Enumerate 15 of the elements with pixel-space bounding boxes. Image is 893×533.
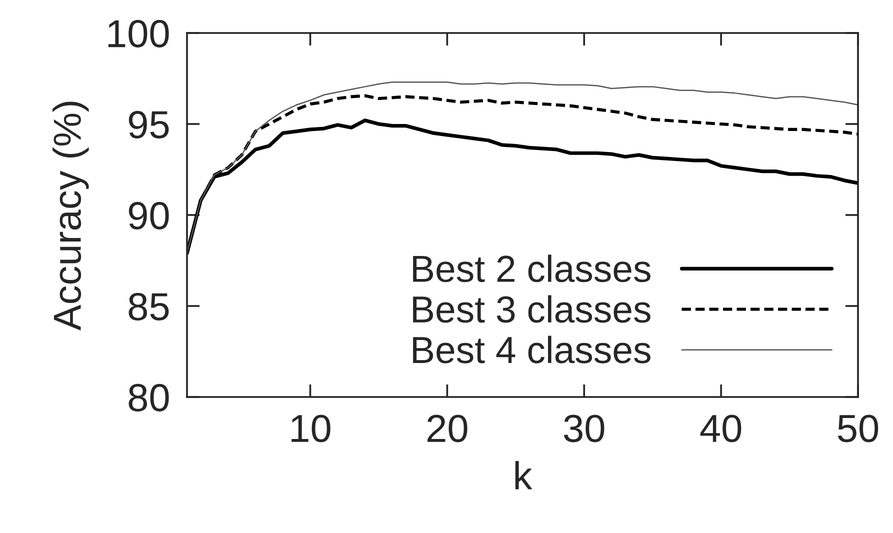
x-tick-label: 10 xyxy=(292,414,330,442)
y-axis-title: Accuracy (%) xyxy=(52,102,89,331)
x-tick-label: 40 xyxy=(700,414,742,442)
y-tick-label: 100 xyxy=(108,20,169,48)
x-tick-label: 20 xyxy=(428,414,468,442)
y-tick-label: 90 xyxy=(128,202,169,230)
x-tick-label: 50 xyxy=(838,414,878,442)
legend-label: Best 2 classes xyxy=(413,254,650,282)
y-tick-label: 80 xyxy=(128,384,169,412)
x-tick-label: 30 xyxy=(564,414,604,442)
y-tick-label: 95 xyxy=(128,110,169,138)
legend-label: Best 3 classes xyxy=(413,295,650,323)
y-tick-label: 85 xyxy=(128,292,169,320)
legend-label: Best 4 classes xyxy=(413,336,650,364)
x-axis-title: k xyxy=(515,461,532,490)
